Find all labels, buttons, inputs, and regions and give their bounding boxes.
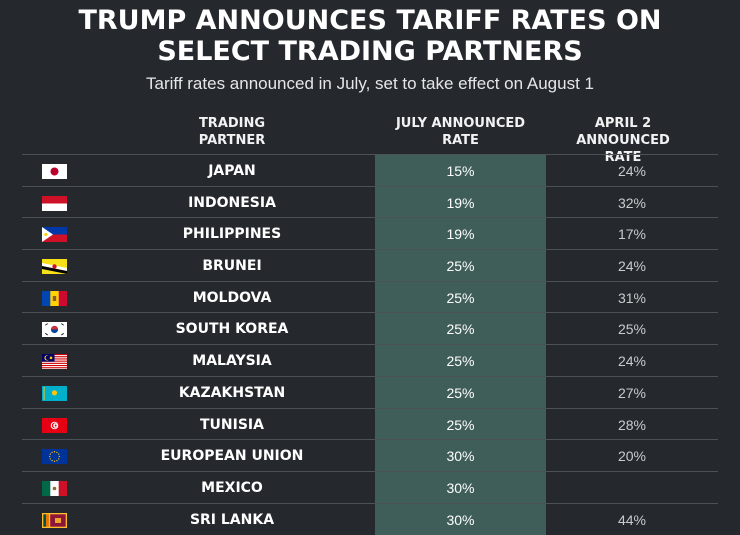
table-row: SRI LANKA 30% 44% [22,502,718,535]
july-rate: 19% [446,194,475,211]
header-july-rate: JULY ANNOUNCED RATE [375,115,546,149]
table-row: TUNISIA 25% 28% [22,407,718,440]
moldova-flag-icon [42,290,67,306]
table-row: PHILIPPINES 19% 17% [22,217,718,249]
brunei-flag-icon [42,259,67,275]
april-rate: 32% [617,194,647,211]
country-name: INDONESIA [188,194,276,211]
sri-lanka-flag-icon [42,512,67,528]
table-row: MOLDOVA 25% 31% [22,280,718,313]
header-trading-partner-line-1: TRADING [198,116,266,131]
april-rate: 20% [617,448,647,465]
chart-title-line-1: TRUMP ANNOUNCES TARIFF RATES ON [78,5,662,36]
header-trading-partner-line-2: PARTNER [198,133,266,148]
kazakhstan-flag-icon [42,385,67,401]
table-row: BRUNEI 25% 24% [22,249,718,281]
table-row: JAPAN 15% 24% [22,154,718,186]
april-rate: 27% [617,384,647,401]
april-rate: 31% [617,289,647,306]
malaysia-flag-icon [42,354,67,370]
country-name: PHILIPPINES [182,226,282,243]
july-rate: 25% [446,416,475,433]
table-row: SOUTH KOREA 25% 25% [22,312,718,344]
country-name: MEXICO [201,479,263,496]
july-rate: 25% [446,321,475,338]
chart-title-line-2: SELECT TRADING PARTNERS [157,36,583,67]
july-rate: 30% [446,479,475,496]
april-rate: 24% [617,163,647,179]
philippines-flag-icon [42,227,67,243]
table-row: MEXICO 30% [22,470,718,503]
april-rate: 44% [617,511,647,528]
july-rate: 19% [446,226,475,243]
tunisia-flag-icon [42,417,67,433]
country-name: JAPAN [208,163,256,179]
country-name: KAZAKHSTAN [178,384,286,401]
april-rate: 17% [617,226,647,243]
european-union-flag-icon [42,449,67,465]
country-name: BRUNEI [202,258,262,275]
chart-subtitle: Tariff rates announced in July, set to t… [146,74,594,93]
country-name: MOLDOVA [192,289,272,306]
july-rate: 25% [446,384,475,401]
header-july-rate-line-1: JULY ANNOUNCED [395,116,526,131]
april-rate: 24% [617,258,647,275]
header-trading-partner: TRADING PARTNER [132,115,332,149]
indonesia-flag-icon [42,195,67,211]
table-row: KAZAKHSTAN 25% 27% [22,375,718,408]
april-rate: 24% [617,353,647,370]
tariff-table: JAPAN 15% 24% INDONESIA 19% 32% PHILIPPINES 19%… [22,154,718,534]
header-july-rate-line-2: RATE [442,133,479,148]
header-april-rate-line-1: APRIL 2 ANNOUNCED [576,116,670,148]
table-row: EUROPEAN UNION 30% 20% [22,439,718,471]
april-rate: 28% [617,416,647,433]
july-rate: 30% [446,511,475,528]
country-name: SRI LANKA [189,511,275,528]
header-april-rate: APRIL 2 ANNOUNCED RATE [548,115,698,166]
mexico-flag-icon [42,480,67,496]
july-rate: 25% [446,353,475,370]
country-name: TUNISIA [200,416,264,433]
chart-title: TRUMP ANNOUNCES TARIFF RATES ON SELECT T… [0,5,740,67]
table-row: INDONESIA 19% 32% [22,185,718,218]
south-korea-flag-icon [42,322,67,338]
table-row: MALAYSIA 25% 24% [22,344,718,376]
country-name: MALAYSIA [192,353,272,370]
header-april-rate-line-2: RATE [604,150,642,165]
july-rate: 15% [446,163,475,179]
july-rate: 25% [446,289,475,306]
july-rate: 25% [446,258,475,275]
japan-flag-icon [42,164,67,179]
country-name: EUROPEAN UNION [160,448,304,465]
april-rate: 25% [617,321,647,338]
july-rate: 30% [446,448,475,465]
country-name: SOUTH KOREA [175,321,289,338]
